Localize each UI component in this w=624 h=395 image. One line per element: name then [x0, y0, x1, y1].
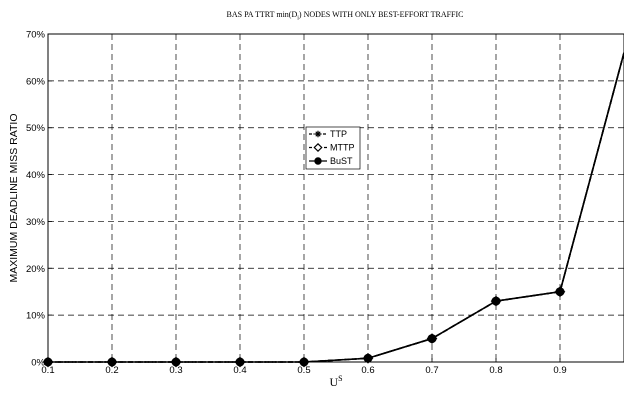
y-tick-label: 30%	[26, 217, 46, 228]
y-tick-label: 50%	[26, 123, 46, 134]
x-tick-label: 0.8	[489, 365, 502, 376]
data-point-circle	[235, 357, 245, 367]
y-tick-label: 60%	[26, 76, 46, 87]
x-tick-label: 0.9	[553, 365, 566, 376]
y-tick-label: 20%	[26, 264, 46, 275]
legend-entry-ttp: TTP	[309, 129, 347, 139]
data-point-asterisk	[314, 130, 322, 138]
series-ttp	[44, 52, 624, 366]
data-point-circle	[299, 357, 309, 367]
x-tick-label: 0.5	[297, 365, 310, 376]
data-point-circle	[427, 334, 437, 344]
data-point-circle	[43, 357, 53, 367]
data-point-circle	[491, 296, 501, 306]
legend-label: TTP	[330, 129, 347, 139]
grid	[48, 34, 624, 362]
y-axis-label: MAXIMUM DEADLINE MISS RATIO	[8, 114, 20, 283]
x-axis-label: US	[329, 374, 342, 389]
y-tick-label: 10%	[26, 311, 46, 322]
x-tick-label: 0.2	[105, 365, 118, 376]
data-point-diamond	[313, 142, 323, 153]
x-tick-label: 0.3	[169, 365, 182, 376]
legend: TTP MTTP BuST	[305, 126, 361, 170]
x-tick-label: 0.1	[41, 365, 54, 376]
data-point-circle	[314, 157, 322, 165]
axis-ticks: 0.1 0.2 0.3 0.4 0.5 0.6 0.7 0.8 0.9 0% 10% 20% 30% 40…	[26, 30, 567, 377]
series-mttp	[42, 52, 624, 368]
chart-title: BAS PA TTRT min(Di) NODES WITH ONLY BEST…	[227, 10, 464, 22]
data-point-circle	[107, 357, 117, 367]
series-bust	[43, 52, 624, 367]
series-line	[48, 52, 624, 363]
data-point-circle	[555, 287, 565, 297]
data-point-circle	[171, 357, 181, 367]
series-group	[42, 52, 624, 368]
series-line	[48, 52, 624, 363]
y-tick-label: 40%	[26, 170, 46, 181]
plot-frame	[47, 33, 624, 363]
y-tick-label: 70%	[26, 30, 46, 41]
legend-entry-bust: BuST	[309, 156, 353, 166]
x-tick-label: 0.6	[361, 365, 374, 376]
legend-label: BuST	[330, 156, 353, 166]
x-tick-label: 0.7	[425, 365, 438, 376]
y-tick-label: 0%	[31, 358, 45, 369]
legend-entry-mttp: MTTP	[309, 143, 355, 153]
series-line	[48, 52, 624, 363]
x-tick-label: 0.4	[233, 365, 246, 376]
legend-label: MTTP	[330, 143, 355, 153]
data-point-circle	[363, 353, 373, 363]
